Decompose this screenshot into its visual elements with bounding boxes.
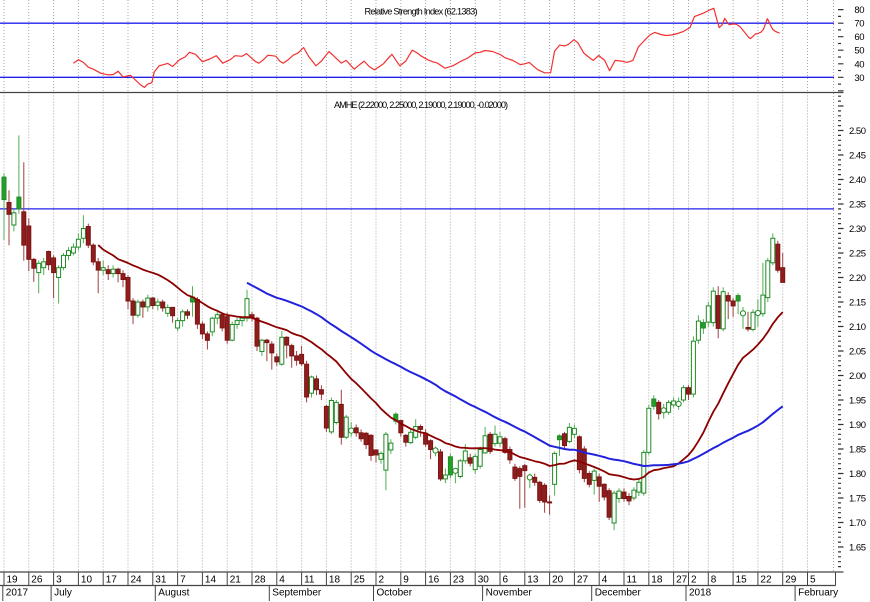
svg-text:1.85: 1.85	[849, 445, 866, 456]
svg-text:2.15: 2.15	[849, 298, 866, 309]
svg-text:2.10: 2.10	[849, 322, 866, 333]
svg-text:25: 25	[354, 574, 366, 585]
svg-text:2017: 2017	[6, 588, 29, 599]
svg-text:4: 4	[602, 574, 608, 585]
svg-text:26: 26	[31, 574, 43, 585]
svg-text:1.70: 1.70	[849, 518, 866, 529]
svg-text:2.30: 2.30	[849, 224, 866, 235]
svg-text:17: 17	[106, 574, 118, 585]
svg-text:50: 50	[854, 46, 864, 57]
svg-text:70: 70	[854, 19, 864, 30]
svg-text:2.20: 2.20	[849, 273, 866, 284]
svg-text:21: 21	[230, 574, 242, 585]
svg-text:20: 20	[552, 574, 564, 585]
svg-text:2.35: 2.35	[849, 200, 866, 211]
svg-text:10: 10	[81, 574, 93, 585]
svg-text:22: 22	[760, 574, 772, 585]
svg-text:16: 16	[428, 574, 440, 585]
svg-text:2: 2	[691, 574, 697, 585]
svg-text:2.45: 2.45	[849, 151, 866, 162]
svg-text:November: November	[486, 588, 533, 599]
svg-text:18: 18	[329, 574, 341, 585]
svg-text:2.40: 2.40	[849, 175, 866, 186]
svg-text:2018: 2018	[689, 588, 712, 599]
svg-text:4: 4	[279, 574, 285, 585]
svg-text:2.00: 2.00	[849, 371, 866, 382]
svg-text:Relative Strength Index (62.13: Relative Strength Index (62.1383)	[365, 7, 478, 17]
svg-text:5: 5	[810, 574, 816, 585]
svg-text:13: 13	[527, 574, 539, 585]
svg-text:July: July	[54, 588, 72, 599]
svg-text:29: 29	[785, 574, 797, 585]
svg-text:31: 31	[155, 574, 167, 585]
svg-text:30: 30	[854, 73, 864, 84]
svg-text:11: 11	[304, 574, 315, 585]
svg-text:2.25: 2.25	[849, 249, 866, 260]
svg-text:1.95: 1.95	[849, 396, 866, 407]
svg-text:15: 15	[736, 574, 748, 585]
svg-text:7: 7	[180, 574, 186, 585]
svg-text:September: September	[272, 588, 322, 599]
svg-text:1.65: 1.65	[849, 543, 866, 554]
svg-text:28: 28	[255, 574, 267, 585]
svg-text:30: 30	[478, 574, 490, 585]
svg-text:14: 14	[205, 574, 217, 585]
svg-text:23: 23	[453, 574, 465, 585]
svg-text:8: 8	[711, 574, 717, 585]
svg-text:February: February	[798, 588, 838, 599]
svg-text:1.80: 1.80	[849, 469, 866, 480]
svg-text:18: 18	[651, 574, 663, 585]
svg-text:80: 80	[854, 5, 864, 16]
svg-text:9: 9	[403, 574, 409, 585]
svg-text:60: 60	[854, 32, 864, 43]
svg-text:27: 27	[577, 574, 589, 585]
svg-text:December: December	[595, 588, 642, 599]
svg-text:October: October	[377, 588, 413, 599]
svg-text:1.90: 1.90	[849, 420, 866, 431]
svg-text:1.75: 1.75	[849, 494, 866, 505]
svg-text:August: August	[158, 588, 189, 599]
svg-text:3: 3	[56, 574, 62, 585]
svg-text:11: 11	[627, 574, 638, 585]
svg-text:2.05: 2.05	[849, 347, 866, 358]
svg-text:AMHE (2.22000, 2.25000, 2.1900: AMHE (2.22000, 2.25000, 2.19000, 2.19000…	[334, 100, 508, 110]
svg-text:2.50: 2.50	[849, 126, 866, 137]
svg-text:40: 40	[854, 59, 864, 70]
svg-text:2: 2	[379, 574, 385, 585]
svg-text:6: 6	[503, 574, 509, 585]
svg-text:19: 19	[7, 574, 19, 585]
svg-text:27: 27	[676, 574, 688, 585]
svg-text:24: 24	[131, 574, 143, 585]
